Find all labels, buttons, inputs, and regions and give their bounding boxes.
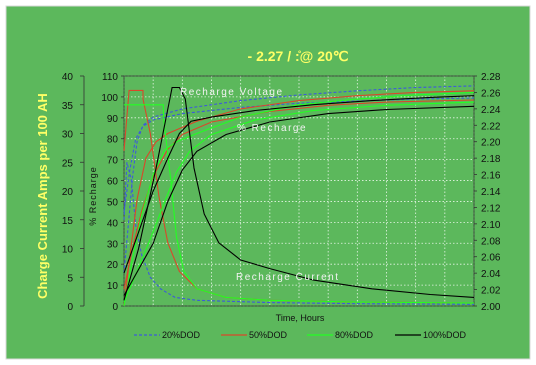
y-axis-label-left: Charge Current Amps per 100 AH (35, 93, 50, 299)
y-right-tick-label: 2.20 (481, 138, 501, 149)
y-left-tick-label: 35 (62, 101, 74, 112)
annotation-percent-recharge: % Recharge (237, 123, 307, 134)
y-right-tick-label: 2.06 (481, 253, 501, 264)
y-right-tick-label: 2.02 (481, 286, 501, 297)
y-inner-tick-label: 110 (102, 72, 118, 83)
y-left-tick-label: 20 (62, 187, 74, 198)
y-left-tick-label: 5 (67, 273, 73, 284)
y-right-tick-label: 2.12 (481, 203, 501, 214)
chart-title: - 2.27 / :̊@ 20℃ (248, 48, 349, 64)
y-right-tick-label: 2.08 (481, 236, 501, 247)
y-right-tick-label: 2.18 (481, 154, 501, 165)
y-inner-tick-label: 80 (107, 135, 119, 146)
y-inner-tick-label: 10 (107, 281, 119, 292)
y-right-tick-label: 2.14 (481, 187, 501, 198)
y-inner-tick-label: 0 (112, 302, 118, 313)
y-right-tick-label: 2.24 (481, 105, 501, 116)
y-inner-tick-label: 70 (107, 156, 119, 167)
y-inner-tick-label: 30 (107, 239, 119, 250)
y-inner-tick-label: 90 (107, 114, 119, 125)
y-left-tick-label: 0 (67, 302, 73, 313)
y-right-tick-label: 2.10 (481, 220, 501, 231)
annotation-recharge-current: Recharge Current (236, 272, 339, 283)
y-left-tick-label: 15 (62, 216, 74, 227)
legend-label: 80%DOD (335, 330, 374, 340)
y-left-tick-label: 25 (62, 158, 74, 169)
annotation-recharge-voltage: Recharge Voltage (180, 87, 284, 98)
y-right-tick-label: 2.16 (481, 171, 501, 182)
y-inner-tick-label: 20 (107, 260, 119, 271)
y-left-tick-label: 40 (62, 72, 74, 83)
x-axis-label: Time, Hours (276, 313, 325, 323)
y-inner-tick-label: 40 (107, 218, 119, 229)
y-right-tick-label: 2.28 (481, 72, 501, 83)
y-right-tick-label: 2.22 (481, 121, 501, 132)
y-axis-label-inner: % Recharge (88, 166, 98, 226)
y-right-tick-label: 2.00 (481, 302, 501, 313)
y-right-tick-label: 2.26 (481, 88, 501, 99)
y-left-tick-label: 10 (62, 245, 74, 256)
legend-label: 50%DOD (249, 330, 288, 340)
legend-label: 20%DOD (162, 330, 201, 340)
y-inner-tick-label: 60 (107, 177, 119, 188)
y-left-tick-label: 30 (62, 130, 74, 141)
y-inner-tick-label: 100 (101, 93, 118, 104)
y-inner-tick-label: 50 (107, 197, 119, 208)
legend-label: 100%DOD (423, 330, 467, 340)
y-right-tick-label: 2.04 (481, 269, 501, 280)
